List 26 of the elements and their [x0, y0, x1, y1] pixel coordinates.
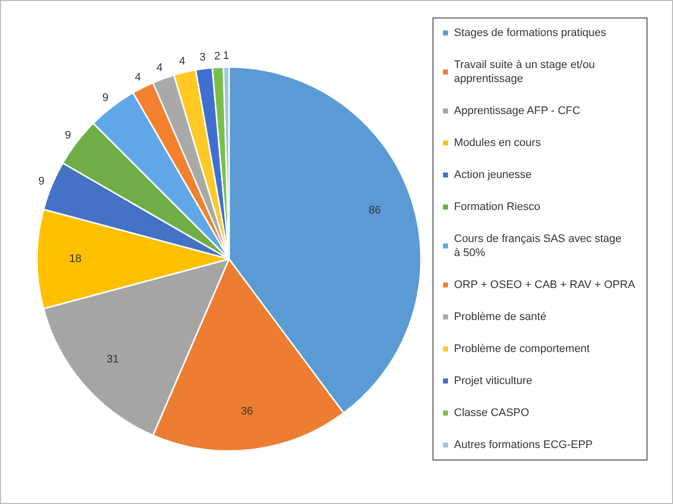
legend-label: Problème de santé: [454, 311, 546, 323]
legend-label: Travail suite à un stage et/ou apprentissage: [454, 59, 598, 85]
data-label: 2: [214, 50, 220, 62]
data-label: 3: [199, 52, 206, 64]
legend-label: Action jeunesse: [454, 169, 532, 181]
legend-label: Modules en cours: [454, 137, 542, 149]
data-label: 18: [69, 253, 82, 265]
legend-label: Classe CASPO: [454, 407, 530, 419]
legend-label: Cours de français SAS avec stage à 50%: [454, 233, 625, 259]
data-label: 9: [38, 175, 45, 188]
legend-label: Autres formations ECG-EPP: [454, 439, 593, 451]
data-label: 86: [368, 204, 381, 217]
data-label: 4: [134, 72, 141, 84]
data-label: 1: [222, 50, 230, 62]
data-label: 31: [106, 353, 119, 366]
legend-label: Stages de formations pratiques: [454, 27, 607, 39]
data-label: 36: [240, 406, 253, 418]
legend-label: Problème de comportement: [454, 343, 590, 355]
legend-label: Projet viticulture: [454, 375, 532, 387]
legend-label: Apprentissage AFP - CFC: [454, 105, 580, 117]
data-label: 9: [64, 129, 72, 142]
data-label: 9: [102, 92, 108, 104]
legend-label: ORP + OSEO + CAB + RAV + OPRA: [454, 279, 636, 291]
legend-label: Formation Riesco: [454, 201, 540, 213]
data-label: 4: [179, 55, 186, 68]
data-label: 4: [156, 62, 163, 74]
